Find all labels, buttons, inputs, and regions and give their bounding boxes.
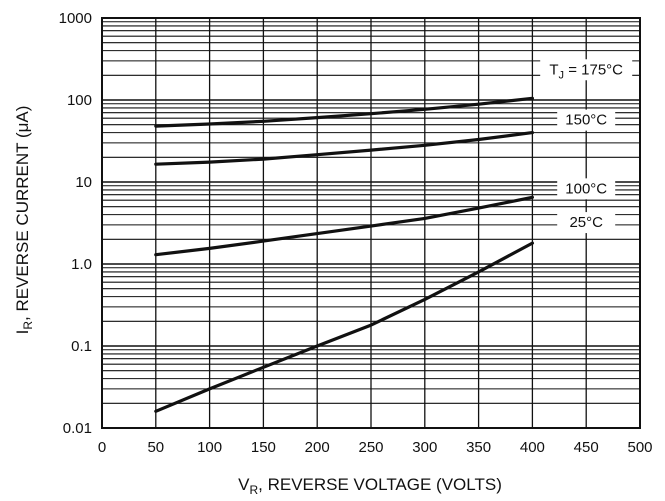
series-label: TJ = 175°C <box>549 61 623 81</box>
y-axis-title: IR, REVERSE CURRENT (μA) <box>13 106 35 335</box>
y-tick-label: 1.0 <box>71 256 92 273</box>
plot-frame <box>101 17 641 429</box>
series-line <box>154 96 535 128</box>
y-tick-label: 0.01 <box>63 420 92 437</box>
series-lines <box>154 96 535 413</box>
series-label-bg <box>557 109 616 131</box>
series-label-bg <box>557 212 616 234</box>
x-tick-label: 0 <box>98 439 106 456</box>
series-line <box>154 241 535 413</box>
series-line <box>154 131 535 166</box>
x-tick-label: 100 <box>197 439 222 456</box>
x-tick-label: 200 <box>305 439 330 456</box>
series-label-bg <box>540 59 633 81</box>
x-axis-ticks: 0 50 100 150 200 250 300 350 400 450 500 <box>98 439 653 456</box>
y-tick-label: 10 <box>75 174 92 191</box>
y-axis-ticks: 0.01 0.1 1.0 10 100 1000 <box>59 10 92 437</box>
series-label: 150°C <box>565 112 607 129</box>
series-label: 100°C <box>565 180 607 197</box>
x-tick-label: 400 <box>520 439 545 456</box>
series-label-bg <box>557 178 616 200</box>
x-tick-label: 500 <box>627 439 652 456</box>
x-tick-label: 300 <box>412 439 437 456</box>
x-axis-title: VR, REVERSE VOLTAGE (VOLTS) <box>238 475 502 497</box>
x-tick-label: 150 <box>251 439 276 456</box>
y-tick-label: 100 <box>67 92 92 109</box>
x-tick-label: 50 <box>147 439 164 456</box>
y-tick-label: 1000 <box>59 10 92 27</box>
series-labels: TJ = 175°C 150°C 100°C 25°C <box>540 59 633 234</box>
x-tick-label: 450 <box>574 439 599 456</box>
series-line <box>154 195 535 257</box>
y-tick-label: 0.1 <box>71 338 92 355</box>
x-tick-label: 250 <box>358 439 383 456</box>
series-label: 25°C <box>569 214 603 231</box>
x-tick-label: 350 <box>466 439 491 456</box>
